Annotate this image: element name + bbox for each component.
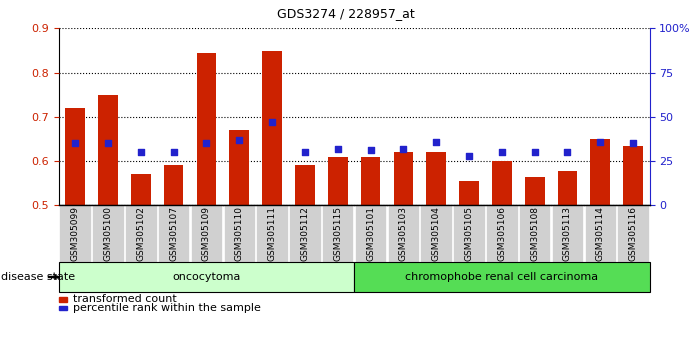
Text: GSM305101: GSM305101 (366, 206, 375, 261)
Text: GSM305116: GSM305116 (629, 206, 638, 261)
Text: GSM305100: GSM305100 (104, 206, 113, 261)
Text: GSM305109: GSM305109 (202, 206, 211, 261)
Text: chromophobe renal cell carcinoma: chromophobe renal cell carcinoma (406, 272, 598, 282)
Text: GSM305111: GSM305111 (267, 206, 276, 261)
Bar (65, 108, 85, 205)
Text: GSM305103: GSM305103 (399, 206, 408, 261)
Text: GSM305106: GSM305106 (498, 206, 507, 261)
Point (299, 149, 310, 155)
Point (365, 148, 376, 153)
Bar (98, 95, 117, 205)
Point (70, 141, 81, 146)
Text: GSM305110: GSM305110 (235, 206, 244, 261)
Point (234, 137, 245, 143)
Point (430, 139, 442, 144)
Text: GSM305115: GSM305115 (333, 206, 342, 261)
Bar (492, 161, 511, 205)
Point (529, 149, 540, 155)
Point (496, 149, 507, 155)
Bar (164, 166, 183, 205)
Bar (196, 53, 216, 205)
Text: GSM305108: GSM305108 (530, 206, 539, 261)
Bar (262, 51, 282, 205)
Text: percentile rank within the sample: percentile rank within the sample (73, 303, 261, 313)
Text: oncocytoma: oncocytoma (172, 272, 240, 282)
Bar (328, 156, 348, 205)
Point (102, 141, 113, 146)
Point (464, 153, 475, 159)
Bar (426, 152, 446, 205)
Bar (295, 166, 314, 205)
Text: disease state: disease state (1, 272, 75, 282)
Point (332, 146, 343, 152)
Text: transformed count: transformed count (73, 295, 176, 304)
Point (595, 139, 606, 144)
Text: GSM305105: GSM305105 (464, 206, 473, 261)
Point (168, 149, 179, 155)
Text: GDS3274 / 228957_at: GDS3274 / 228957_at (276, 7, 415, 20)
Bar (524, 177, 545, 205)
Point (135, 149, 146, 155)
Text: GSM305107: GSM305107 (169, 206, 178, 261)
Bar (459, 181, 479, 205)
Text: GSM305104: GSM305104 (432, 206, 441, 261)
Bar (558, 171, 577, 205)
Text: GSM305099: GSM305099 (70, 206, 79, 261)
Point (562, 149, 573, 155)
Text: GSM305102: GSM305102 (136, 206, 145, 261)
Bar (590, 139, 610, 205)
Point (267, 119, 278, 125)
Bar (393, 152, 413, 205)
Bar (131, 175, 151, 205)
Text: GSM305114: GSM305114 (596, 206, 605, 261)
Text: GSM305113: GSM305113 (563, 206, 572, 261)
Bar (623, 145, 643, 205)
Point (398, 146, 409, 152)
Point (627, 141, 638, 146)
Point (201, 141, 212, 146)
Text: GSM305112: GSM305112 (301, 206, 310, 261)
Bar (229, 130, 249, 205)
Bar (361, 156, 380, 205)
